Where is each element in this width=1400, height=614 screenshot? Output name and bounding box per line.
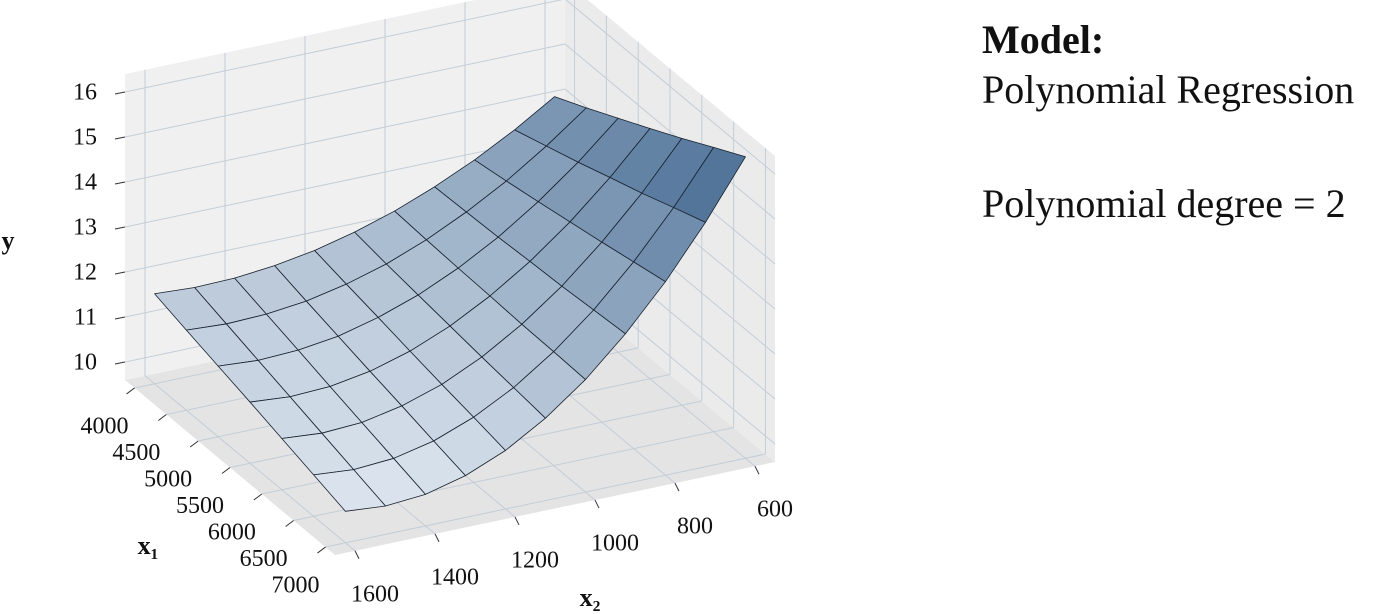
x1-tick-label: 7000 bbox=[271, 573, 319, 599]
tick-mark bbox=[253, 493, 263, 501]
info-heading: Model: bbox=[982, 17, 1105, 62]
x1-tick-label: 4000 bbox=[81, 413, 129, 439]
x1-tick-label: 6000 bbox=[208, 520, 256, 546]
grid-line bbox=[144, 375, 356, 552]
tick-mark bbox=[114, 91, 126, 95]
x2-tick-label: 1200 bbox=[511, 547, 559, 573]
tick-mark bbox=[514, 516, 520, 526]
x2-tick-label: 600 bbox=[757, 497, 793, 523]
x2-tick-label: 800 bbox=[677, 514, 713, 540]
tick-mark bbox=[114, 136, 126, 140]
tick-mark bbox=[354, 550, 360, 559]
tick-mark bbox=[754, 466, 760, 475]
x2-tick-label: 1000 bbox=[591, 531, 639, 557]
tick-mark bbox=[285, 520, 294, 527]
z-tick-label: 15 bbox=[73, 125, 97, 151]
x1-tick-label: 6500 bbox=[240, 546, 288, 572]
grid-line bbox=[565, 0, 776, 175]
x1-tick-label: 5000 bbox=[144, 466, 192, 492]
tick-mark bbox=[674, 482, 680, 492]
z-tick-label: 12 bbox=[73, 260, 97, 286]
x1-axis-label: x₁ bbox=[138, 531, 159, 560]
tick-mark bbox=[114, 316, 126, 320]
z-tick-label: 16 bbox=[73, 80, 97, 106]
tick-mark bbox=[114, 271, 126, 275]
grid-line bbox=[564, 43, 776, 220]
tick-mark bbox=[126, 387, 135, 395]
x2-tick-label: 1600 bbox=[351, 581, 399, 607]
tick-mark bbox=[594, 499, 600, 509]
z-axis-label: y bbox=[2, 226, 15, 255]
tick-mark bbox=[114, 181, 126, 185]
tick-mark bbox=[434, 533, 440, 543]
surface-cell bbox=[313, 469, 386, 512]
info-degree: Polynomial degree = 2 bbox=[982, 181, 1346, 226]
grid-line bbox=[124, 43, 566, 138]
grid-line bbox=[124, 88, 566, 183]
tick-mark bbox=[158, 414, 167, 421]
info-model: Polynomial Regression bbox=[982, 67, 1355, 112]
grid-line bbox=[124, 0, 563, 93]
z-tick-label: 13 bbox=[73, 215, 97, 241]
tick-mark bbox=[317, 546, 326, 554]
tick-mark bbox=[221, 467, 231, 474]
x1-tick-label: 5500 bbox=[176, 493, 224, 519]
x2-tick-label: 1400 bbox=[431, 564, 479, 590]
z-tick-label: 14 bbox=[73, 170, 97, 196]
tick-mark bbox=[114, 226, 126, 230]
z-tick-label: 11 bbox=[74, 305, 97, 331]
x2-axis-label: x₂ bbox=[580, 583, 601, 612]
tick-mark bbox=[189, 440, 199, 448]
tick-mark bbox=[114, 361, 126, 365]
z-tick-label: 10 bbox=[73, 350, 97, 376]
grid-line bbox=[325, 453, 766, 548]
x1-tick-label: 4500 bbox=[112, 440, 160, 466]
